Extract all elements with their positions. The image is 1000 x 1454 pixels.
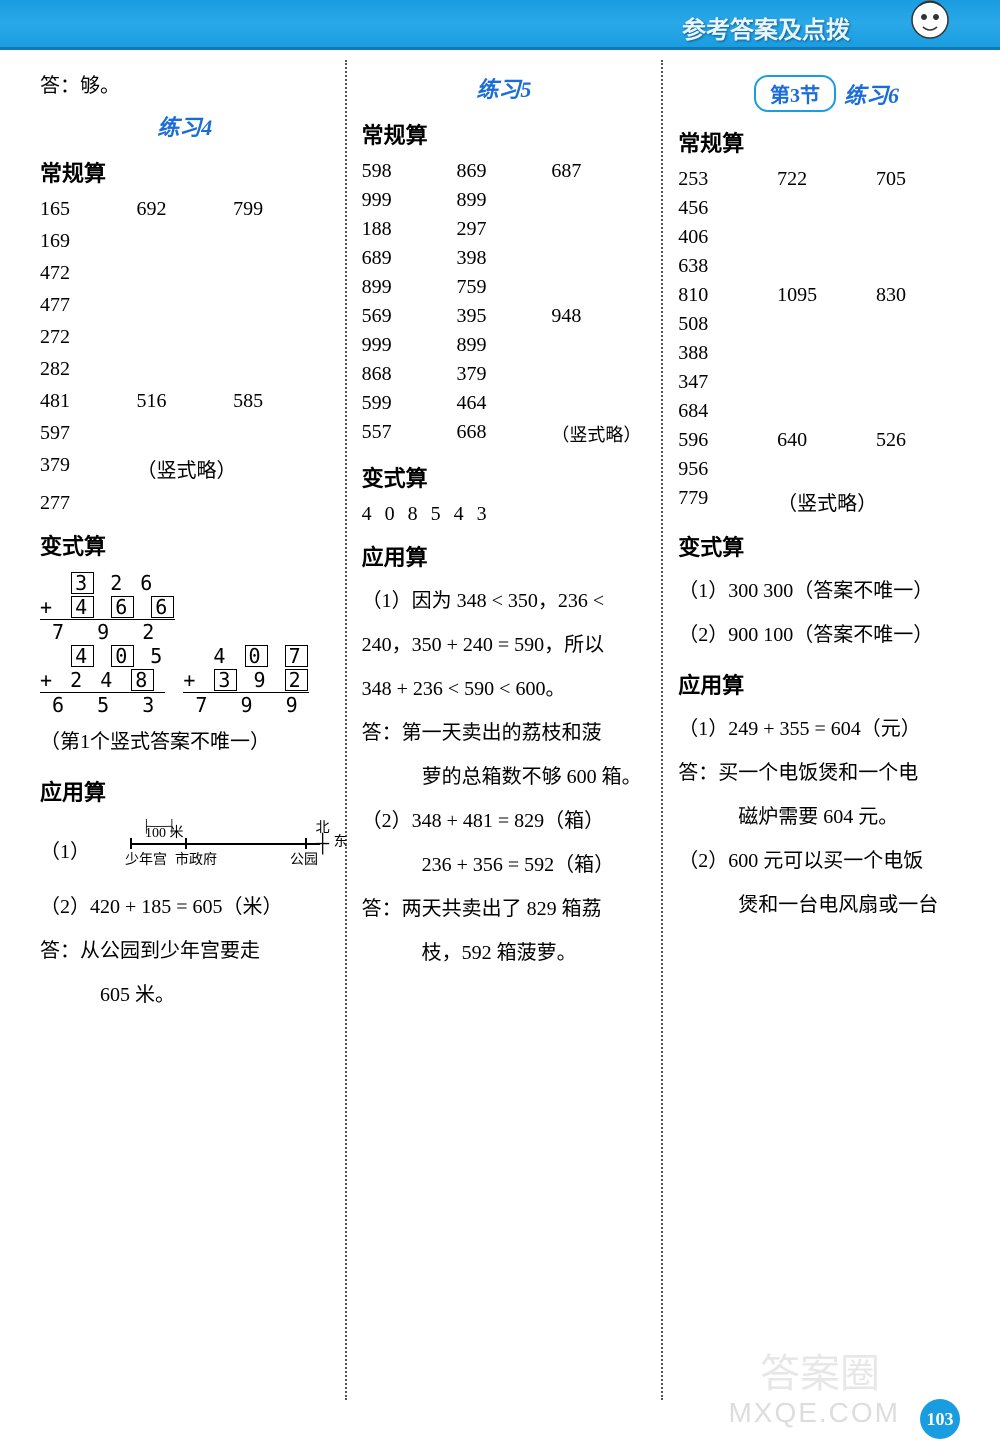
vert-calc: 4 0 7 + 3 9 2 7 9 9 <box>183 644 308 717</box>
section-badge-row: 第3节 练习6 <box>678 75 975 112</box>
num-row: 8101095830 <box>678 284 975 307</box>
num: 456 <box>678 197 975 220</box>
num: 638 <box>678 255 975 278</box>
section-yingyong: 应用算 <box>362 540 647 572</box>
note: （第1个竖式答案不唯一） <box>40 723 330 761</box>
digits: 4 0 8 5 4 3 <box>362 503 647 526</box>
q2: （2）420 + 185 = 605（米） <box>40 888 330 926</box>
p: （2）348 + 481 = 829（箱） <box>362 802 647 840</box>
num-row: 596640526 <box>678 429 975 452</box>
p: （2）900 100（答案不唯一） <box>678 616 975 654</box>
p: 240，350 + 240 = 590，所以 <box>362 626 647 664</box>
content-area: 答：够。 练习4 常规算 165692799 169 472 477 272 2… <box>0 50 1000 1400</box>
header-title: 参考答案及点拨 <box>682 10 850 45</box>
p: （2）600 元可以买一个电饭 <box>678 842 975 880</box>
page-number: 103 <box>920 1399 960 1439</box>
num: 169 <box>40 230 330 253</box>
section-changgui: 常规算 <box>40 156 330 188</box>
num-row: 868379 <box>362 363 647 386</box>
num: 282 <box>40 358 330 381</box>
header-bar: 参考答案及点拨 <box>0 0 1000 50</box>
num-row: 999899 <box>362 189 647 212</box>
section-bianshi: 变式算 <box>40 529 330 561</box>
num-row: 599464 <box>362 392 647 415</box>
num: 472 <box>40 262 330 285</box>
num-row: 188297 <box>362 218 647 241</box>
num-row: 165692799 <box>40 198 330 221</box>
num: 597 <box>40 422 330 445</box>
section-changgui: 常规算 <box>362 118 647 150</box>
num: 272 <box>40 326 330 349</box>
section-yingyong: 应用算 <box>678 668 975 700</box>
num-row: 253722705 <box>678 168 975 191</box>
answer-text: 萝的总箱数不够 600 箱。 <box>362 758 647 796</box>
answer-text: 答：第一天卖出的荔枝和菠 <box>362 714 647 752</box>
compass-icon: 北 ┼ 东 <box>316 822 330 850</box>
answer-text: 答：买一个电饭煲和一个电 <box>678 754 975 792</box>
num-row: 899759 <box>362 276 647 299</box>
num-row: 379（竖式略） <box>40 454 330 483</box>
num-row: 999899 <box>362 334 647 357</box>
watermark-en: MXQE.COM <box>728 1397 900 1429</box>
line-diagram: 100 米 ├──┤ 少年宫 市政府 公园 北 ┼ 东 <box>130 817 330 872</box>
column-2: 练习5 常规算 598869687 999899 188297 689398 8… <box>347 60 664 1400</box>
exercise-4-title: 练习4 <box>40 110 330 142</box>
q1-row: （1） 100 米 ├──┤ 少年宫 市政府 公园 北 ┼ 东 <box>40 817 330 882</box>
num: 508 <box>678 313 975 336</box>
answer-text: 磁炉需要 604 元。 <box>678 798 975 836</box>
p: 煲和一台电风扇或一台 <box>678 886 975 924</box>
num: 406 <box>678 226 975 249</box>
num: 347 <box>678 371 975 394</box>
section-yingyong: 应用算 <box>40 775 330 807</box>
num: 277 <box>40 492 330 515</box>
watermark-cn: 答案圈 <box>760 1341 880 1399</box>
p: （1）因为 348 < 350，236 < <box>362 582 647 620</box>
answer-text: 答：两天共卖出了 829 箱荔 <box>362 890 647 928</box>
num-row: 779（竖式略） <box>678 487 975 516</box>
num-row: 689398 <box>362 247 647 270</box>
section-bianshi: 变式算 <box>362 461 647 493</box>
answer-text: 答：从公园到少年宫要走 <box>40 932 330 970</box>
exercise-6-title: 练习6 <box>844 78 899 110</box>
answer-text: 枝，592 箱菠萝。 <box>362 934 647 972</box>
num: 388 <box>678 342 975 365</box>
column-3: 第3节 练习6 常规算 253722705 456 406 638 810109… <box>663 60 980 1400</box>
section-bianshi: 变式算 <box>678 530 975 562</box>
num-row: 557668（竖式略） <box>362 421 647 447</box>
section-changgui: 常规算 <box>678 126 975 158</box>
mascot-icon <box>900 0 960 55</box>
vertical-calc-group: 3 2 6 + 4 6 6 7 9 2 4 0 5 + 2 4 8 6 5 3 … <box>40 571 330 717</box>
num-row: 598869687 <box>362 160 647 183</box>
num-row: 481516585 <box>40 390 330 413</box>
num: 684 <box>678 400 975 423</box>
section-badge: 第3节 <box>754 75 836 112</box>
answer-text: 答：够。 <box>40 69 330 98</box>
exercise-5-title: 练习5 <box>362 72 647 104</box>
column-1: 答：够。 练习4 常规算 165692799 169 472 477 272 2… <box>30 60 347 1400</box>
vert-calc: 3 2 6 + 4 6 6 7 9 2 <box>40 571 175 644</box>
p: （1）249 + 355 = 604（元） <box>678 710 975 748</box>
vert-calc: 4 0 5 + 2 4 8 6 5 3 <box>40 644 165 717</box>
p: （1）300 300（答案不唯一） <box>678 572 975 610</box>
p: 236 + 356 = 592（箱） <box>362 846 647 884</box>
p: 348 + 236 < 590 < 600。 <box>362 670 647 708</box>
num: 956 <box>678 458 975 481</box>
num-row: 569395948 <box>362 305 647 328</box>
num: 477 <box>40 294 330 317</box>
answer-text: 605 米。 <box>40 976 330 1014</box>
